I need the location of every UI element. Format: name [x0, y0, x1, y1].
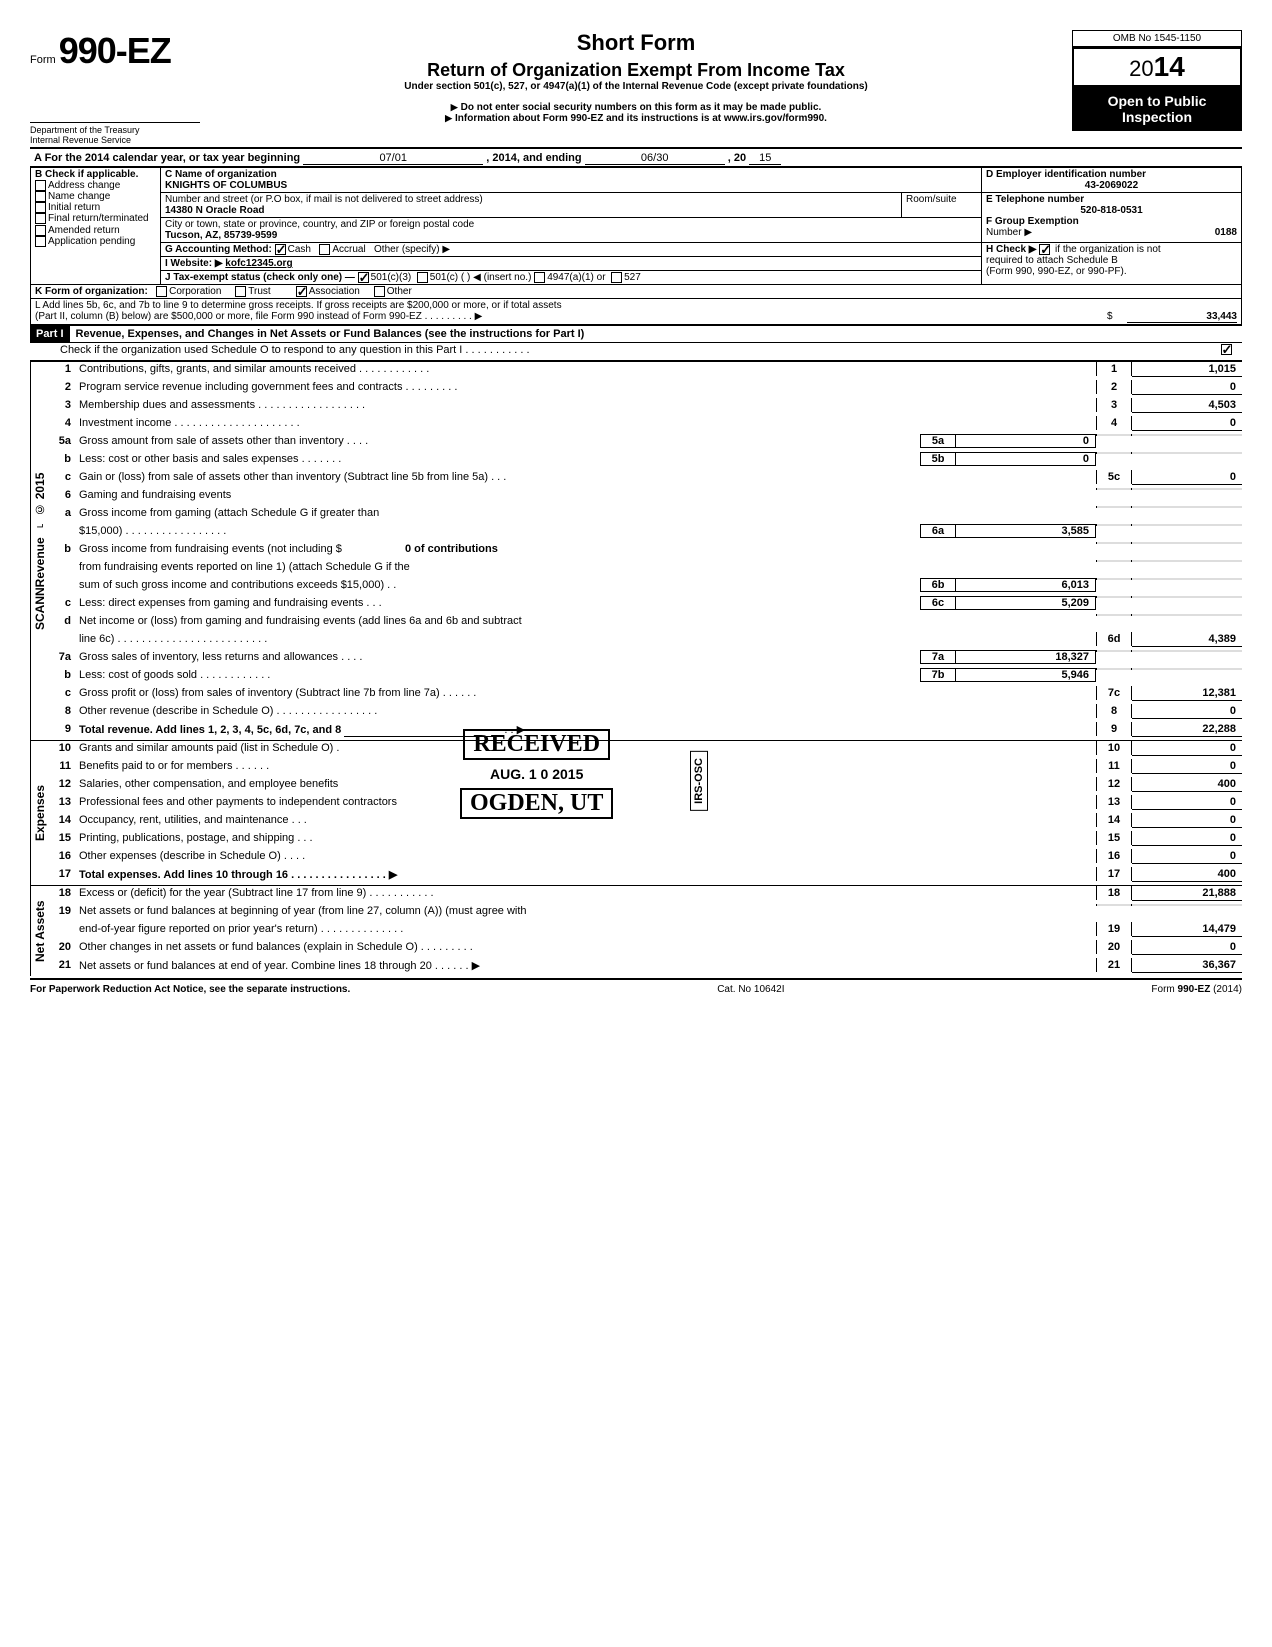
open-public: Open to Public Inspection [1072, 87, 1242, 131]
line11-val: 0 [1132, 759, 1242, 774]
cb-other-org[interactable] [374, 286, 385, 297]
expenses-section: Expenses 10Grants and similar amounts pa… [30, 740, 1242, 885]
street: 14380 N Oracle Road [165, 205, 897, 216]
line6a-val: 3,585 [956, 524, 1096, 538]
line1-val: 1,015 [1132, 362, 1242, 377]
cb-trust[interactable] [235, 286, 246, 297]
cb-cash[interactable] [275, 244, 286, 255]
section-b-label: B Check if applicable. [35, 169, 156, 180]
line20-val: 0 [1132, 940, 1242, 955]
room-label: Room/suite [906, 194, 977, 205]
received-stamp: RECEIVED AUG. 1 0 2015 OGDEN, UT [460, 729, 613, 819]
title-short-form: Short Form [220, 30, 1052, 56]
cb-corp[interactable] [156, 286, 167, 297]
ein-value: 43-2069022 [986, 180, 1237, 191]
line6d-val: 4,389 [1132, 632, 1242, 647]
group-value: 0188 [1215, 227, 1237, 238]
ein-label: D Employer identification number [986, 169, 1237, 180]
website: kofc12345.org [225, 258, 292, 269]
line5b-val: 0 [956, 452, 1096, 466]
revenue-vert-label: SCANNRevenue ⌐ © 2015 [30, 362, 49, 740]
line8-val: 0 [1132, 704, 1242, 719]
line7c-val: 12,381 [1132, 686, 1242, 701]
city-label: City or town, state or province, country… [165, 219, 977, 230]
cb-schedule-o[interactable] [1221, 344, 1232, 355]
line5c-val: 0 [1132, 470, 1242, 485]
cb-527[interactable] [611, 272, 622, 283]
cb-assoc[interactable] [296, 286, 307, 297]
line18-val: 21,888 [1132, 886, 1242, 901]
cb-501c[interactable] [417, 272, 428, 283]
revenue-section: SCANNRevenue ⌐ © 2015 1Contributions, gi… [30, 361, 1242, 740]
form-prefix: Form [30, 54, 56, 66]
phone-value: 520-818-0531 [986, 205, 1237, 216]
footer: For Paperwork Reduction Act Notice, see … [30, 984, 1242, 995]
expenses-vert-label: Expenses [30, 741, 49, 885]
dept-treasury: Department of the Treasury [30, 122, 200, 135]
title-subtitle: Return of Organization Exempt From Incom… [220, 60, 1052, 81]
line10-val: 0 [1132, 741, 1242, 756]
org-name: KNIGHTS OF COLUMBUS [165, 180, 977, 191]
line2-val: 0 [1132, 380, 1242, 395]
line13-val: 0 [1132, 795, 1242, 810]
net-assets-section: Net Assets 18Excess or (deficit) for the… [30, 885, 1242, 976]
line6b-val: 6,013 [956, 578, 1096, 592]
cb-final-return[interactable] [35, 213, 46, 224]
irs-label: Internal Revenue Service [30, 135, 200, 145]
cb-amended[interactable] [35, 225, 46, 236]
cb-name-change[interactable] [35, 191, 46, 202]
line7a-val: 18,327 [956, 650, 1096, 664]
omb-number: OMB No 1545-1150 [1072, 30, 1242, 47]
osc-stamp: IRS-OSC [690, 751, 708, 811]
cb-accrual[interactable] [319, 244, 330, 255]
part1-header: Part I Revenue, Expenses, and Changes in… [30, 325, 1242, 343]
gross-receipts: 33,443 [1127, 311, 1237, 323]
cb-address-change[interactable] [35, 180, 46, 191]
cb-4947[interactable] [534, 272, 545, 283]
phone-label: E Telephone number [986, 194, 1237, 205]
line7b-val: 5,946 [956, 668, 1096, 682]
info-url: Information about Form 990-EZ and its in… [220, 113, 1052, 124]
city: Tucson, AZ, 85739-9599 [165, 230, 977, 241]
cb-pending[interactable] [35, 236, 46, 247]
net-assets-vert-label: Net Assets [30, 886, 49, 976]
line19-val: 14,479 [1132, 922, 1242, 937]
line5a-val: 0 [956, 434, 1096, 448]
period-row: A For the 2014 calendar year, or tax yea… [30, 151, 1242, 167]
info-table: B Check if applicable. Address change Na… [30, 167, 1242, 325]
line16-val: 0 [1132, 849, 1242, 864]
name-label: C Name of organization [165, 169, 977, 180]
street-label: Number and street (or P.O box, if mail i… [165, 194, 897, 205]
line4-val: 0 [1132, 416, 1242, 431]
line17-val: 400 [1132, 867, 1242, 882]
form-header: Form 990-EZ Department of the Treasury I… [30, 30, 1242, 145]
line9-val: 22,288 [1132, 722, 1242, 737]
cb-initial-return[interactable] [35, 202, 46, 213]
tax-year: 2014 [1072, 47, 1242, 87]
line12-val: 400 [1132, 777, 1242, 792]
line14-val: 0 [1132, 813, 1242, 828]
form-number: 990-EZ [59, 30, 171, 71]
group-label: F Group Exemption [986, 216, 1237, 227]
ssn-warning: Do not enter social security numbers on … [220, 102, 1052, 113]
cb-h-check[interactable] [1039, 244, 1050, 255]
line15-val: 0 [1132, 831, 1242, 846]
under-section: Under section 501(c), 527, or 4947(a)(1)… [220, 81, 1052, 92]
line21-val: 36,367 [1132, 958, 1242, 973]
cb-501c3[interactable] [358, 272, 369, 283]
line3-val: 4,503 [1132, 398, 1242, 413]
line6c-val: 5,209 [956, 596, 1096, 610]
